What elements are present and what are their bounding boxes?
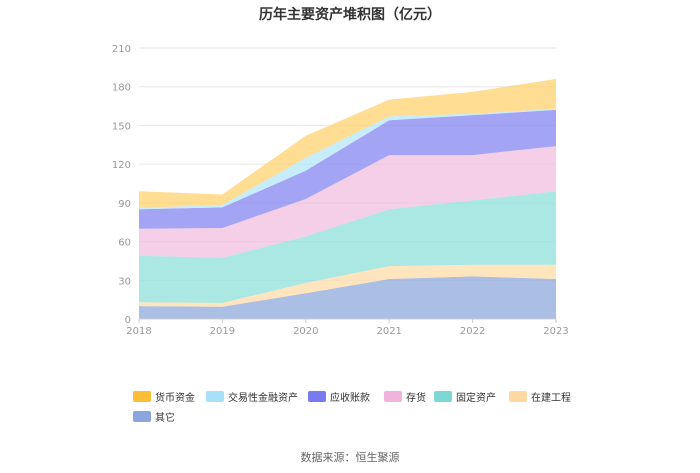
legend-label: 固定资产 — [456, 391, 496, 404]
y-tick-label: 180 — [112, 83, 131, 94]
x-tick-label: 2018 — [126, 326, 151, 337]
y-tick-label: 90 — [118, 199, 131, 210]
legend-item-1[interactable]: 交易性金融资产 — [206, 391, 298, 404]
area-layers — [139, 79, 556, 319]
chart-title: 历年主要资产堆积图（亿元） — [259, 6, 441, 23]
legend-label: 应收账款 — [330, 391, 370, 404]
legend-item-0[interactable]: 货币资金 — [133, 391, 195, 404]
legend-label: 货币资金 — [155, 391, 195, 404]
area-series-0 — [139, 276, 556, 319]
y-tick-label: 150 — [112, 121, 131, 132]
legend-label: 交易性金融资产 — [228, 391, 298, 404]
x-tick-label: 2021 — [376, 326, 401, 337]
area-series-3 — [139, 146, 556, 258]
y-tick-label: 30 — [118, 276, 131, 287]
axes: 0 30 60 90 120 150 180 210 2018 2019 2020 2021 2022 2… — [112, 44, 569, 337]
legend-label: 其它 — [155, 411, 175, 424]
legend-swatch — [384, 391, 402, 402]
legend-item-3[interactable]: 存货 — [384, 391, 426, 404]
y-tick-label: 0 — [125, 315, 131, 326]
legend-swatch — [308, 391, 326, 402]
legend-item-2[interactable]: 应收账款 — [308, 391, 370, 404]
area-series-1 — [139, 264, 556, 307]
legend-item-4[interactable]: 固定资产 — [434, 391, 496, 404]
y-tick-label: 60 — [118, 238, 131, 249]
legend-label: 在建工程 — [531, 391, 571, 404]
y-tick-label: 120 — [112, 160, 131, 171]
y-tick-label: 210 — [112, 44, 131, 55]
legend-swatch — [133, 391, 151, 402]
legend-item-6[interactable]: 其它 — [133, 411, 175, 424]
legend-swatch — [206, 391, 224, 402]
source-label: 数据来源：恒生聚源 — [301, 450, 400, 464]
x-tick-label: 2023 — [543, 326, 568, 337]
legend-swatch — [434, 391, 452, 402]
x-tick-label: 2020 — [293, 326, 318, 337]
legend-item-5[interactable]: 在建工程 — [509, 391, 571, 404]
legend-swatch — [133, 411, 151, 422]
area-series-6 — [139, 79, 556, 208]
x-tick-label: 2019 — [210, 326, 235, 337]
area-series-2 — [139, 191, 556, 303]
legend-label: 存货 — [406, 391, 426, 404]
x-tick-label: 2022 — [460, 326, 485, 337]
area-series-4 — [139, 109, 556, 229]
legend-swatch — [509, 391, 527, 402]
